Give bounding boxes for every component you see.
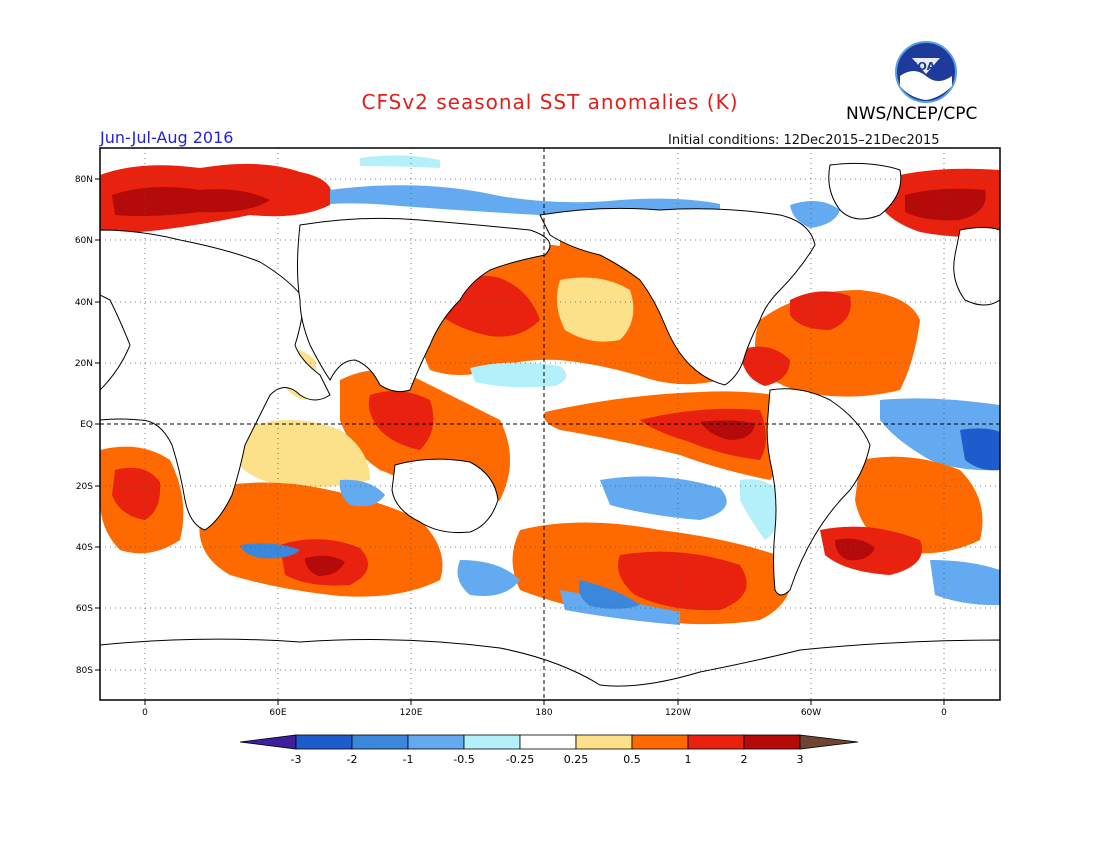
anomaly-south-pacific-cool — [600, 476, 727, 520]
anomaly-north-atlantic-strong — [790, 291, 851, 330]
anomaly-south-atlantic-cool — [930, 560, 1000, 606]
colorbar-swatch-1 — [295, 734, 353, 750]
colorbar-label-5: 0.25 — [564, 753, 589, 766]
reference-lines — [100, 148, 1000, 700]
lat-label-eq: EQ — [80, 420, 93, 430]
anomaly-eq-pacific-peak — [700, 420, 755, 440]
anomaly-indian-pale — [235, 420, 370, 488]
anomaly-east-pacific-cool — [578, 580, 640, 609]
colorbar-swatch-6 — [575, 734, 633, 750]
colorbar-swatch-3 — [407, 734, 465, 750]
land-australia — [391, 458, 499, 533]
colorbar-label-6: 0.5 — [623, 753, 641, 766]
anomaly-gulf-strong — [740, 346, 790, 386]
colorbar-labels: -3 -2 -1 -0.5 -0.25 0.25 0.5 1 2 3 — [291, 753, 804, 766]
lon-label-180: 180 — [535, 708, 552, 718]
anomaly-west-pacific-cool — [457, 560, 520, 596]
lat-label-20s: 20S — [76, 482, 93, 492]
colorbar-label-2: -1 — [403, 753, 414, 766]
anomaly-south-pacific-strong — [617, 551, 747, 611]
anomaly-south-indian-peak — [305, 555, 345, 576]
land-asia — [297, 217, 551, 393]
lat-label-80s: 80S — [76, 666, 93, 676]
lon-axis — [144, 700, 945, 705]
lon-label-60w: 60W — [801, 708, 821, 718]
lat-label-40n: 40N — [75, 298, 93, 308]
colorbar-arrow-low — [239, 734, 297, 750]
lon-label-120e: 120E — [400, 708, 423, 718]
land-greenland — [828, 162, 902, 220]
lat-label-60n: 60N — [75, 236, 93, 246]
period-label: Jun-Jul-Aug 2016 — [100, 128, 234, 147]
colorbar-label-3: -0.5 — [453, 753, 474, 766]
anomaly-north-pacific-cool-patch — [470, 362, 567, 388]
land-masses — [100, 162, 1000, 700]
org-label: NWS/NCEP/CPC — [846, 104, 978, 124]
initial-conditions-label: Initial conditions: 12Dec2015–21Dec2015 — [668, 133, 940, 148]
land-africa-europe — [100, 229, 331, 531]
lat-label-60s: 60S — [76, 604, 93, 614]
colorbar-label-1: -2 — [347, 753, 358, 766]
anomaly-south-atlantic-east-warm — [855, 456, 983, 554]
anomaly-south-america-west-cool — [740, 479, 785, 540]
noaa-logo-text: NOAA — [908, 60, 944, 73]
anomaly-arctic-atlantic-strong — [112, 186, 270, 216]
land-north-america — [539, 207, 816, 386]
colorbar-swatch-4 — [463, 734, 521, 750]
colorbar-label-8: 2 — [741, 753, 748, 766]
map-title: CFSv2 seasonal SST anomalies (K) — [361, 90, 739, 114]
anomaly-atlantic-eq-strong-cool — [960, 428, 1000, 471]
anomaly-north-pacific-pale — [556, 277, 634, 342]
colorbar-swatch-8 — [687, 734, 745, 750]
anomaly-maritime-strong — [368, 391, 434, 450]
lat-label-40s: 40S — [76, 543, 93, 553]
anomaly-fields — [100, 155, 1000, 625]
anomaly-south-atlantic-east-peak — [835, 538, 875, 561]
lon-label-60e: 60E — [269, 708, 286, 718]
lat-label-80n: 80N — [75, 175, 93, 185]
land-south-america — [766, 388, 871, 596]
colorbar-swatch-7 — [631, 734, 689, 750]
anomaly-indian-cool-patch — [339, 479, 385, 507]
lon-label-0: 0 — [142, 708, 148, 718]
colorbar-label-7: 1 — [685, 753, 692, 766]
colorbar-label-4: -0.25 — [506, 753, 534, 766]
lat-label-20n: 20N — [75, 359, 93, 369]
colorbar-label-0: -3 — [291, 753, 302, 766]
anomaly-arctic-light-cool — [360, 155, 440, 168]
colorbar-swatch-5 — [519, 734, 577, 750]
colorbar-arrow-high — [799, 734, 859, 750]
anomaly-labrador-cool — [790, 201, 840, 228]
colorbar — [239, 734, 859, 750]
land-antarctica — [100, 638, 1000, 700]
colorbar-label-9: 3 — [797, 753, 804, 766]
anomaly-south-atlantic-strong — [112, 467, 161, 520]
anomaly-arctic-east-strong — [905, 188, 986, 221]
land-europe-east — [953, 227, 1000, 306]
noaa-logo-icon: NOAA — [895, 41, 957, 103]
colorbar-swatch-2 — [351, 734, 409, 750]
lon-labels: 0 60E 120E 180 120W 60W 0 — [142, 708, 947, 718]
lon-label-0-east: 0 — [941, 708, 947, 718]
lat-labels: 80N 60N 40N 20N EQ 20S 40S 60S 80S — [75, 175, 93, 676]
lat-axis — [95, 178, 100, 671]
lon-label-120w: 120W — [665, 708, 691, 718]
colorbar-swatch-9 — [743, 734, 801, 750]
